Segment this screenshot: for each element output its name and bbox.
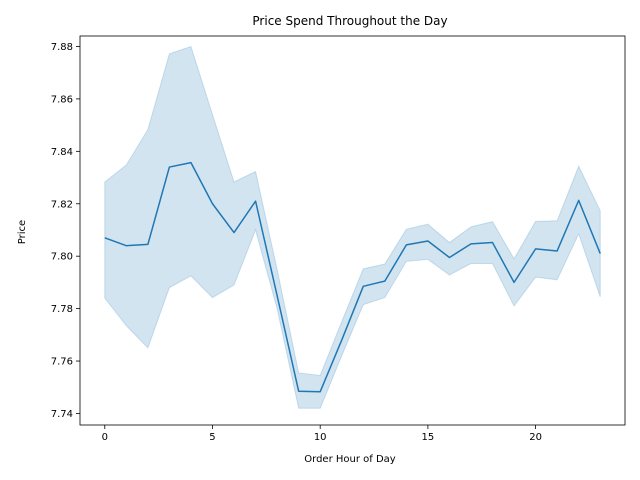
- y-tick-label: 7.78: [51, 304, 73, 315]
- y-tick-label: 7.88: [51, 42, 73, 53]
- y-tick-label: 7.80: [51, 252, 73, 263]
- y-axis-label: Price: [17, 220, 28, 244]
- y-tick-label: 7.84: [51, 147, 73, 158]
- y-axis: 7.74 7.76 7.78 7.80 7.82 7.84 7.86 7.88: [51, 42, 80, 420]
- plot-area: [79, 35, 626, 426]
- x-axis: 0 5 10 15 20: [102, 425, 542, 443]
- x-tick-label: 15: [422, 432, 435, 443]
- y-tick-label: 7.82: [51, 199, 73, 210]
- y-tick-label: 7.86: [51, 94, 73, 105]
- axes-frame: [79, 35, 626, 426]
- y-tick-label: 7.76: [51, 357, 73, 368]
- x-tick-label: 10: [314, 432, 327, 443]
- confidence-band: [104, 45, 601, 409]
- y-tick-label: 7.74: [51, 409, 73, 420]
- x-tick-label: 5: [209, 432, 215, 443]
- chart-title: Price Spend Throughout the Day: [252, 14, 447, 28]
- x-tick-label: 20: [529, 432, 542, 443]
- x-tick-label: 0: [102, 432, 108, 443]
- series-line: [104, 161, 601, 393]
- x-axis-label: Order Hour of Day: [304, 454, 396, 465]
